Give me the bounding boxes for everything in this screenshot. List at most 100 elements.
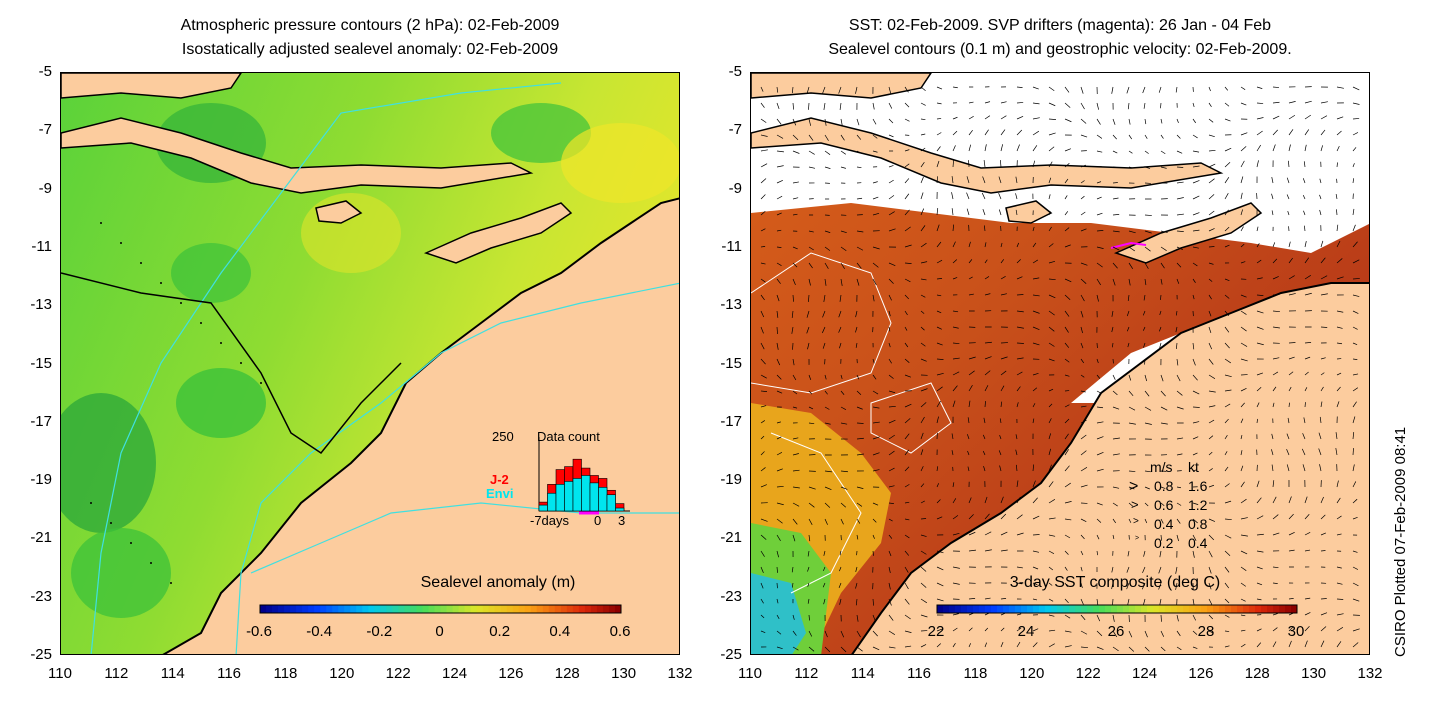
series-envi-label: Envi: [486, 486, 514, 501]
left-y-tick: -19: [30, 471, 52, 489]
velocity-arrow: [872, 614, 876, 622]
velocity-arrow: [952, 400, 956, 408]
left-sealevel-map[interactable]: [60, 72, 680, 655]
velocity-arrow: [1176, 630, 1181, 637]
velocity-arrow: [1159, 310, 1162, 316]
velocity-arrow: [951, 208, 954, 216]
velocity-arrow: [1000, 129, 1006, 136]
velocity-arrow: [823, 550, 826, 556]
velocity-arrow: [1208, 582, 1212, 590]
colorbar-swatch: [1141, 605, 1148, 613]
velocity-arrow: [1096, 534, 1100, 540]
velocity-arrow: [984, 115, 991, 120]
velocity-arrow: [1064, 482, 1071, 488]
velocity-arrow: [966, 192, 970, 200]
colorbar-swatch: [991, 605, 998, 613]
velocity-arrow: [1352, 326, 1358, 330]
velocity-arrow: [1256, 550, 1264, 553]
velocity-arrow: [999, 465, 1002, 472]
velocity-arrow: [1256, 259, 1262, 264]
velocity-arrow: [1192, 134, 1198, 139]
velocity-arrow: [1016, 129, 1023, 136]
velocity-arrow: [1158, 86, 1162, 93]
velocity-arrow: [1112, 518, 1117, 524]
colorbar-swatch: [949, 605, 956, 613]
velocity-arrow: [840, 390, 845, 395]
velocity-arrow: [1158, 582, 1162, 590]
velocity-arrow: [1080, 390, 1086, 393]
velocity-arrow: [1128, 470, 1136, 472]
velocity-arrow: [1144, 390, 1150, 397]
velocity-arrow: [822, 310, 826, 318]
velocity-arrow: [952, 371, 960, 376]
colorbar-swatch: [1231, 605, 1238, 613]
velocity-arrow: [1016, 102, 1024, 104]
velocity-arrow: [1224, 226, 1230, 232]
velocity-arrow: [824, 118, 827, 126]
colorbar-swatch: [350, 605, 357, 613]
velocity-arrow: [1240, 160, 1245, 168]
velocity-arrow: [1064, 374, 1070, 377]
velocity-arrow: [1286, 448, 1290, 456]
velocity-arrow: [936, 643, 941, 648]
velocity-arrow: [1096, 614, 1101, 622]
left-y-tick: -25: [30, 646, 52, 663]
velocity-arrow: [1176, 246, 1183, 250]
velocity-arrow: [1016, 480, 1019, 488]
colorbar-swatch: [997, 605, 1004, 613]
velocity-arrow: [920, 402, 927, 408]
velocity-arrow: [823, 566, 826, 571]
velocity-arrow: [1176, 374, 1181, 382]
velocity-arrow: [1064, 148, 1071, 152]
right-y-tick: -9: [728, 179, 742, 197]
velocity-arrow: [1064, 550, 1069, 555]
velocity-arrow: [952, 482, 955, 488]
velocity-arrow: [855, 326, 858, 333]
velocity-arrow: [1256, 628, 1262, 632]
right-y-tick: -21: [720, 529, 742, 547]
colorbar-swatch: [967, 605, 974, 613]
velocity-arrow: [1271, 464, 1274, 472]
velocity-arrow: [1048, 243, 1054, 248]
velocity-arrow: [776, 102, 780, 110]
velocity-arrow: [904, 262, 912, 265]
velocity-arrow: [1096, 550, 1099, 556]
velocity-arrow: [1032, 86, 1039, 90]
velocity-arrow: [952, 643, 956, 648]
colorbar-swatch: [1291, 605, 1298, 613]
velocity-arrow: [1302, 178, 1306, 184]
velocity-arrow: [936, 628, 943, 632]
left-x-tick: 126: [498, 665, 524, 682]
velocity-arrow: [936, 483, 939, 488]
velocity-arrow: [838, 86, 842, 94]
velocity-arrow: [1112, 134, 1117, 140]
velocity-arrow: [824, 630, 828, 638]
velocity-arrow: [1224, 518, 1232, 521]
colorbar-swatch: [296, 605, 303, 613]
velocity-arrow: [1064, 449, 1069, 456]
velocity-arrow: [904, 598, 910, 605]
colorbar-swatch: [458, 605, 466, 613]
velocity-arrow: [776, 390, 783, 394]
velocity-arrow: [1304, 225, 1306, 232]
velocity-arrow: [1256, 243, 1260, 248]
velocity-arrow: [823, 294, 826, 302]
velocity-arrow: [1064, 433, 1069, 440]
velocity-arrow: [1160, 534, 1162, 541]
velocity-arrow: [776, 534, 781, 542]
velocity-arrow: [920, 278, 927, 281]
sumba-island: [1005, 200, 1053, 224]
velocity-arrow: [952, 310, 959, 313]
velocity-arrow: [968, 129, 973, 136]
velocity-arrow: [872, 518, 877, 523]
right-sst-map[interactable]: [750, 72, 1370, 655]
velocity-arrow: [1240, 498, 1247, 504]
velocity-arrow: [1240, 643, 1246, 648]
velocity-arrow: [1304, 292, 1312, 296]
velocity-arrow: [1224, 451, 1228, 456]
velocity-arrow: [1032, 259, 1039, 264]
velocity-arrow: [792, 469, 800, 472]
velocity-arrow: [1160, 614, 1162, 622]
velocity-arrow: [824, 502, 831, 508]
velocity-arrow: [792, 646, 799, 651]
